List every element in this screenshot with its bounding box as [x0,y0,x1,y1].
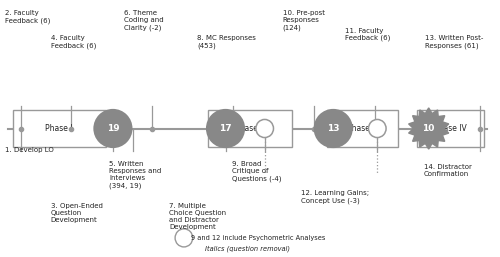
Text: Phase I: Phase I [46,124,73,133]
Text: 5. Written
Responses and
Interviews
(394, 19): 5. Written Responses and Interviews (394… [110,161,162,189]
Ellipse shape [368,120,386,137]
Text: 17: 17 [219,124,232,133]
Text: 3. Open-Ended
Question
Development: 3. Open-Ended Question Development [51,203,102,223]
Ellipse shape [175,229,192,247]
Text: 11. Faculty
Feedback (6): 11. Faculty Feedback (6) [346,28,391,41]
Text: 14. Distractor
Confirmation: 14. Distractor Confirmation [424,164,472,177]
Polygon shape [408,108,449,149]
Ellipse shape [94,109,132,148]
Text: 10. Pre-post
Responses
(124): 10. Pre-post Responses (124) [283,10,325,31]
Text: 9. Broad
Critique of
Questions (-4): 9. Broad Critique of Questions (-4) [232,161,281,182]
Text: 10: 10 [422,124,435,133]
Text: 9 and 12 include Psychometric Analyses: 9 and 12 include Psychometric Analyses [192,235,326,241]
Text: 8. MC Responses
(453): 8. MC Responses (453) [197,35,256,49]
Text: Phase III: Phase III [346,124,378,133]
Text: Italics (question removal): Italics (question removal) [205,246,290,252]
Text: 13: 13 [327,124,340,133]
FancyBboxPatch shape [418,111,484,146]
Text: 7. Multiple
Choice Question
and Distractor
Development: 7. Multiple Choice Question and Distract… [169,203,226,230]
FancyBboxPatch shape [208,111,292,146]
FancyBboxPatch shape [327,111,398,146]
Text: 4. Faculty
Feedback (6): 4. Faculty Feedback (6) [51,35,96,49]
Text: 19: 19 [106,124,119,133]
Ellipse shape [256,120,274,137]
Text: 2. Faculty
Feedback (6): 2. Faculty Feedback (6) [5,10,51,24]
Ellipse shape [314,109,353,148]
Text: 6. Theme
Coding and
Clarity (-2): 6. Theme Coding and Clarity (-2) [124,10,164,31]
Text: 12. Learning Gains;
Concept Use (-3): 12. Learning Gains; Concept Use (-3) [302,190,370,204]
Text: 13. Written Post-
Responses (61): 13. Written Post- Responses (61) [425,35,483,49]
FancyBboxPatch shape [12,111,106,146]
Ellipse shape [206,109,245,148]
Text: Phase IV: Phase IV [434,124,467,133]
Text: 1. Develop LO: 1. Develop LO [5,147,54,153]
Text: Phase II: Phase II [235,124,265,133]
